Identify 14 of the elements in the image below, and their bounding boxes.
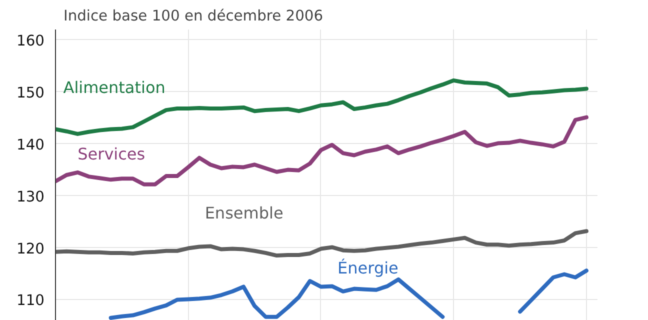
series-label: Ensemble [204,203,284,222]
y-tick-label: 160 [16,32,45,50]
chart-title: Indice base 100 en décembre 2006 [64,8,324,24]
y-tick-label: 110 [16,292,45,310]
y-tick-label: 120 [16,240,45,258]
y-tick-label: 130 [16,188,45,206]
series-label: Services [78,144,146,164]
line-series [56,229,588,258]
series-label: Énergie [338,258,398,278]
series-label: Alimentation [63,78,166,98]
y-tick-label: 150 [16,84,45,102]
line-series [56,115,588,186]
line-series [56,78,588,136]
y-tick-label: 140 [16,136,45,154]
